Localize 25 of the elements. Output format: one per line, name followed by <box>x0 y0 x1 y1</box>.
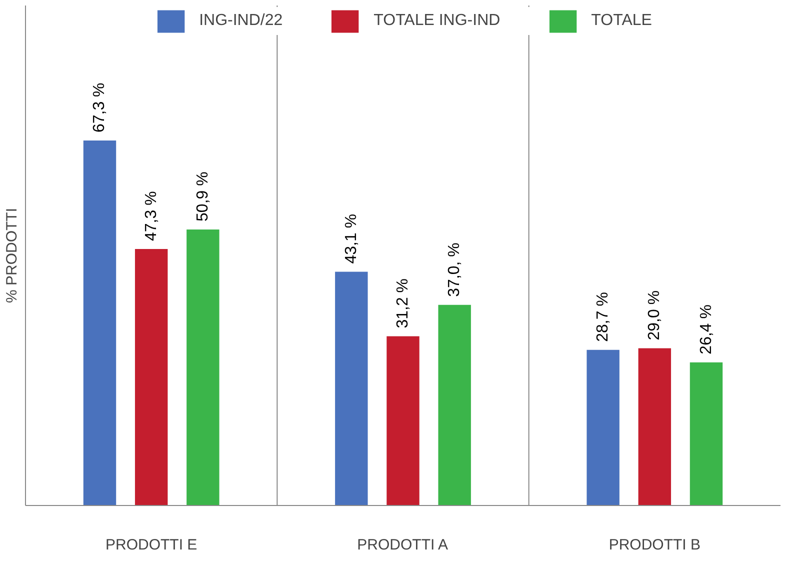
data-label: 37,0, % <box>446 242 464 297</box>
data-label: 29,0 % <box>646 290 664 340</box>
bar <box>438 304 471 506</box>
bar <box>335 272 368 506</box>
legend-label: ING-IND/22 <box>199 12 283 30</box>
data-label: 28,7 % <box>594 292 612 342</box>
data-label: 31,2 % <box>394 278 412 328</box>
x-tick-label: PRODOTTI E <box>106 536 198 554</box>
legend-label: TOTALE <box>591 12 652 30</box>
bar <box>638 348 672 506</box>
legend-label: TOTALE ING-IND <box>374 12 500 30</box>
bar <box>134 248 168 506</box>
bar <box>83 140 116 506</box>
x-tick-label: PRODOTTI A <box>357 536 448 554</box>
y-axis-title: % PRODOTTI <box>4 208 20 303</box>
data-label: 26,4 % <box>698 304 715 354</box>
bar <box>186 229 220 506</box>
bar <box>386 336 420 506</box>
data-label: 67,3 % <box>91 82 108 133</box>
x-tick-label: PRODOTTI B <box>608 536 701 554</box>
data-label: 50,9 % <box>194 172 212 222</box>
bar <box>586 350 620 506</box>
data-label: 47,3 % <box>142 191 160 241</box>
data-label: 43,1 % <box>342 214 360 264</box>
bar <box>690 362 723 506</box>
